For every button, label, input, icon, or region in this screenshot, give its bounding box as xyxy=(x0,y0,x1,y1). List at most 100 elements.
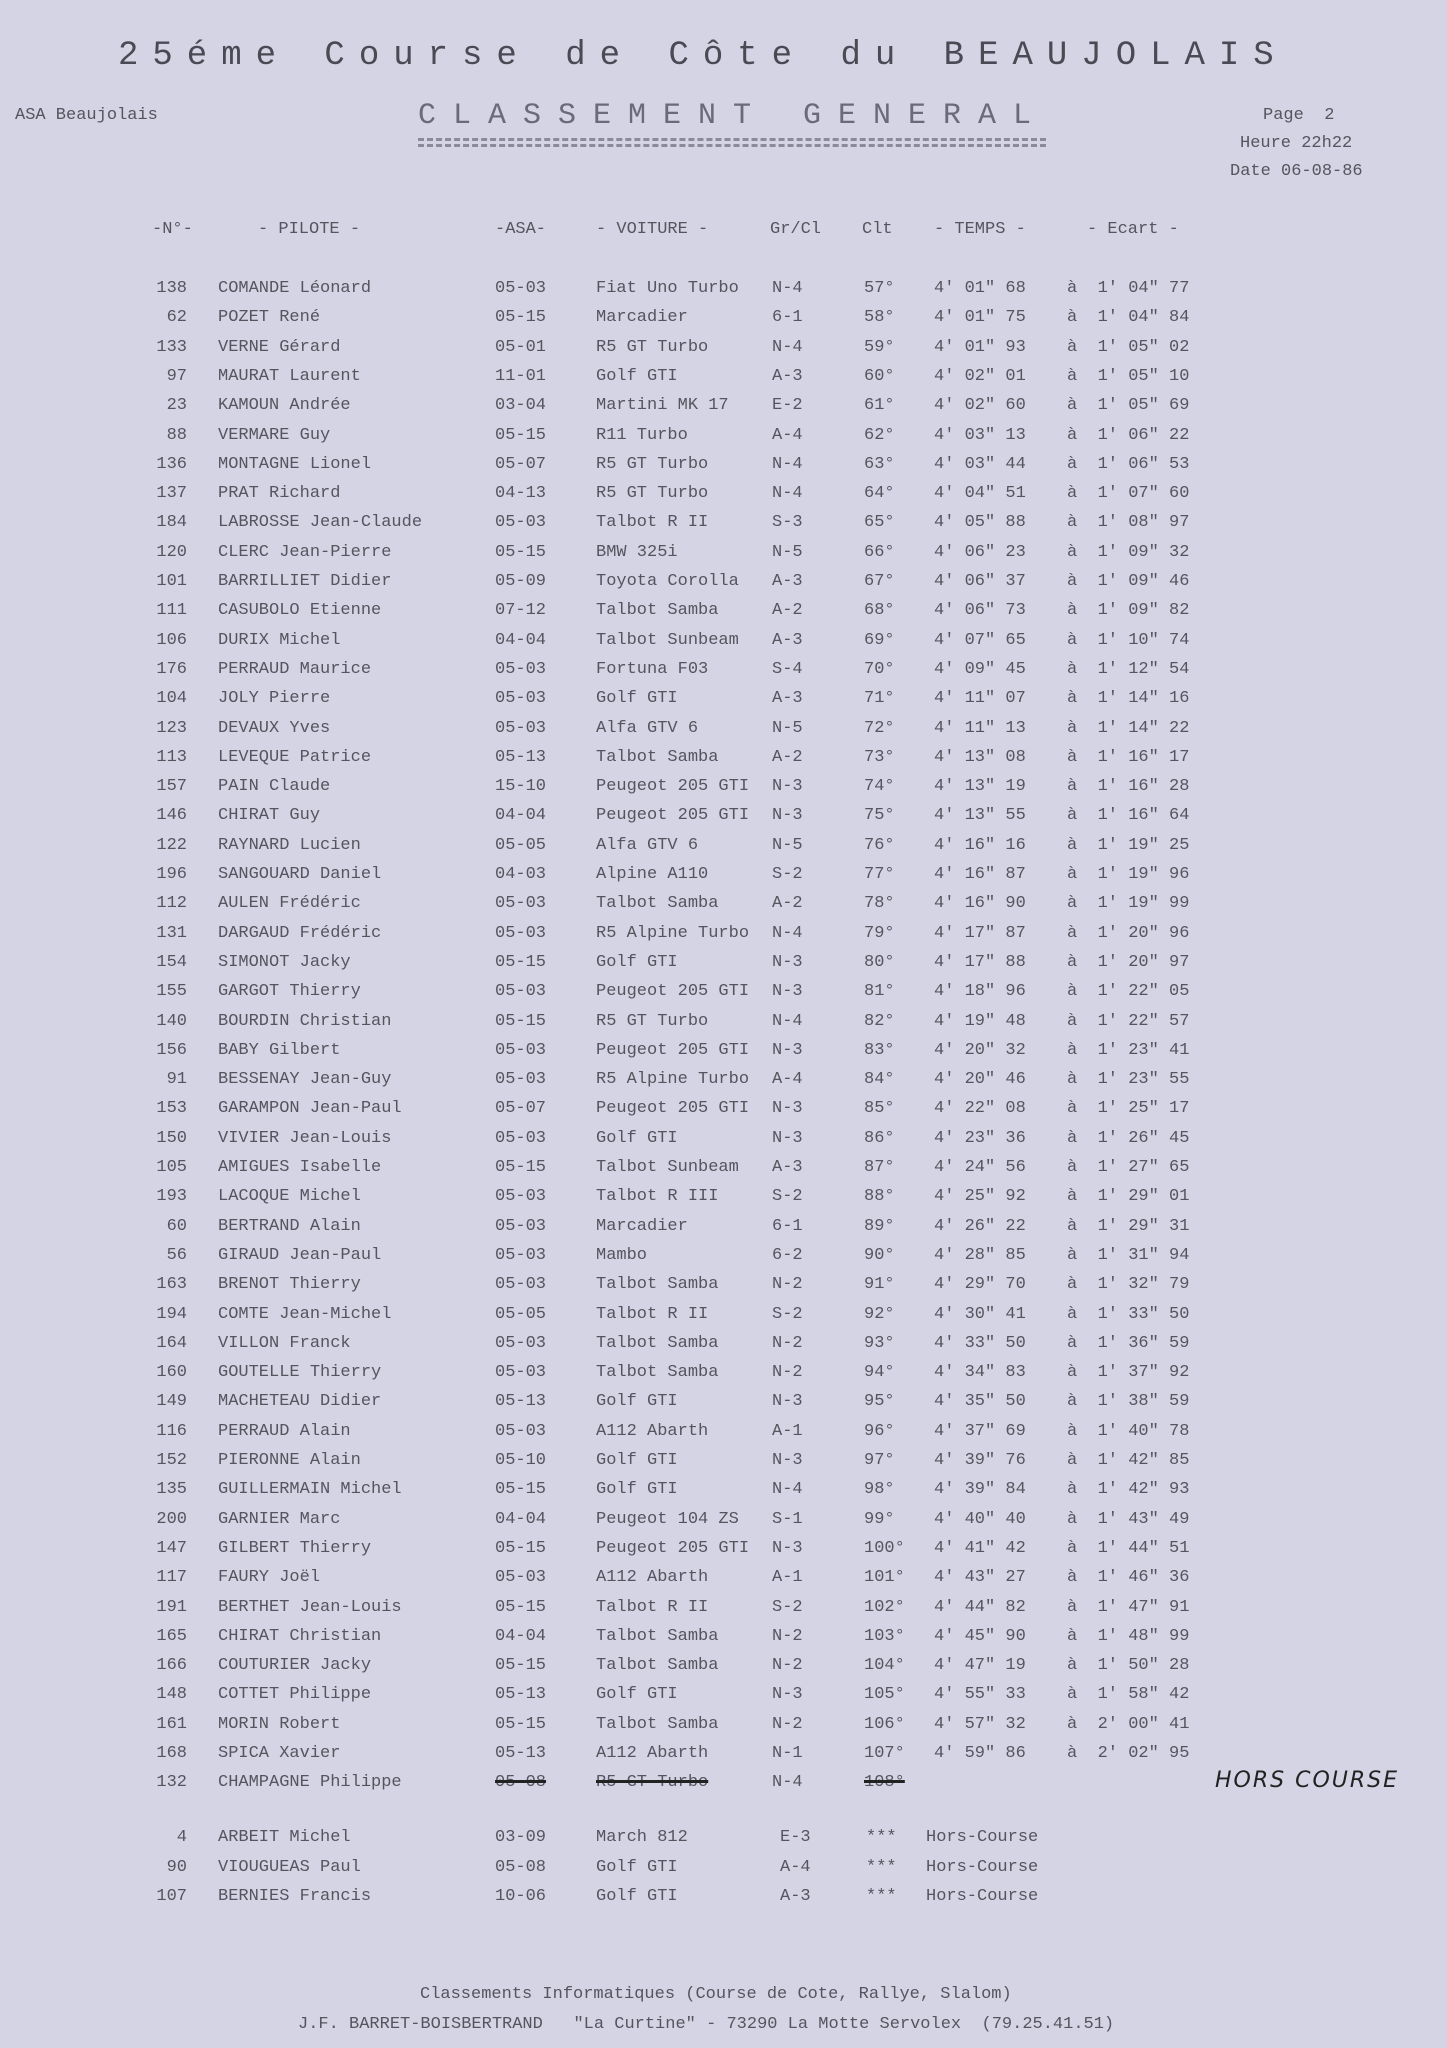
rank: 88° xyxy=(864,1187,895,1207)
group-class: S-4 xyxy=(772,659,803,679)
group-class: N-3 xyxy=(772,1538,803,1558)
rank: 63° xyxy=(864,454,895,474)
time: 4' 13" 55 xyxy=(934,806,1026,826)
number: 194 xyxy=(156,1304,187,1324)
time: 4' 11" 07 xyxy=(934,689,1026,709)
gap: à 2' 02" 95 xyxy=(1067,1744,1190,1763)
group-class: S-1 xyxy=(772,1509,803,1529)
driver: JOLY Pierre xyxy=(218,689,331,709)
number: 191 xyxy=(156,1597,187,1617)
asa: 05-03 xyxy=(495,1187,547,1207)
car: Alfa GTV 6 xyxy=(596,835,699,855)
number: 163 xyxy=(156,1275,187,1295)
car: Talbot Sunbeam xyxy=(596,630,739,650)
gap: à 1' 16" 17 xyxy=(1067,747,1190,767)
group-class: N-3 xyxy=(772,1451,803,1470)
time: 4' 01" 75 xyxy=(934,308,1026,328)
group-class: S-2 xyxy=(772,1304,803,1324)
gap: à 1' 04" 84 xyxy=(1067,308,1190,328)
gap: à 1' 19" 96 xyxy=(1067,865,1190,884)
rank: 58° xyxy=(864,308,895,328)
asa: 04-04 xyxy=(495,1626,547,1646)
gap: à 1' 16" 28 xyxy=(1067,777,1190,797)
car: Talbot Sunbeam xyxy=(596,1158,739,1177)
number: 106 xyxy=(156,630,187,650)
number: 112 xyxy=(156,894,187,914)
handwritten-note: HORS COURSE xyxy=(1215,1768,1400,1794)
asa: 05-03 xyxy=(495,1333,547,1353)
status: Hors-Course xyxy=(926,1828,1039,1847)
rank: 107° xyxy=(864,1744,905,1763)
time: 4' 23" 36 xyxy=(934,1128,1026,1148)
driver: ARBEIT Michel xyxy=(218,1828,351,1847)
time: 4' 34" 83 xyxy=(934,1363,1026,1383)
number: 97 xyxy=(166,366,187,386)
number: 140 xyxy=(156,1011,187,1031)
car: Golf GTI xyxy=(596,1451,678,1470)
group-class: N-3 xyxy=(772,1392,803,1412)
driver: MORIN Robert xyxy=(218,1714,341,1734)
group-class: N-3 xyxy=(772,982,803,1002)
driver: FAURY Joël xyxy=(218,1568,321,1588)
gap: à 1' 09" 82 xyxy=(1067,601,1190,621)
time: 4' 25" 92 xyxy=(934,1187,1026,1207)
page-number: Page 2 xyxy=(1263,106,1335,125)
driver: SIMONOT Jacky xyxy=(218,952,351,972)
driver: GARAMPON Jean-Paul xyxy=(218,1099,402,1119)
rank: 94° xyxy=(864,1363,895,1383)
time: 4' 33" 50 xyxy=(934,1333,1026,1353)
time: 4' 47" 19 xyxy=(934,1656,1026,1676)
car: A112 Abarth xyxy=(596,1744,709,1763)
asa: 05-05 xyxy=(495,1304,547,1324)
column-header: -N°- xyxy=(152,220,193,239)
number: 107 xyxy=(156,1887,187,1906)
rank: 62° xyxy=(864,425,895,445)
status: Hors-Course xyxy=(926,1887,1039,1906)
number: 105 xyxy=(156,1158,187,1177)
asa: 05-08 xyxy=(495,1858,547,1877)
number: 116 xyxy=(156,1421,187,1441)
car: BMW 325i xyxy=(596,542,678,562)
number: 152 xyxy=(156,1451,187,1470)
gap: à 1' 58" 42 xyxy=(1067,1685,1190,1705)
rank: 80° xyxy=(864,952,895,972)
column-header: - Ecart - xyxy=(1087,220,1179,239)
time: 4' 20" 46 xyxy=(934,1070,1026,1090)
subtitle: CLASSEMENT GENERAL xyxy=(418,99,1049,133)
asa: 03-04 xyxy=(495,396,547,416)
group-class: N-3 xyxy=(772,777,803,797)
car: R5 GT Turbo xyxy=(596,454,709,474)
gap: à 1' 20" 96 xyxy=(1067,923,1190,943)
car: Talbot Samba xyxy=(596,1363,719,1383)
rank: 74° xyxy=(864,777,895,797)
gap: à 1' 07" 60 xyxy=(1067,484,1190,504)
group-class: A-1 xyxy=(772,1568,803,1588)
rank: 106° xyxy=(864,1714,905,1734)
gap: à 1' 05" 02 xyxy=(1067,337,1190,357)
time: 4' 24" 56 xyxy=(934,1158,1026,1177)
gap: à 1' 37" 92 xyxy=(1067,1363,1190,1383)
column-header: -ASA- xyxy=(495,220,547,239)
time: 4' 39" 76 xyxy=(934,1451,1026,1470)
number: 117 xyxy=(156,1568,187,1588)
asa: 05-03 xyxy=(495,513,547,533)
number: 168 xyxy=(156,1744,187,1763)
rank: 82° xyxy=(864,1011,895,1031)
car: Fortuna F03 xyxy=(596,659,709,679)
rank: 93° xyxy=(864,1333,895,1353)
group-class: A-2 xyxy=(772,747,803,767)
gap: à 1' 14" 22 xyxy=(1067,718,1190,738)
car: Toyota Corolla xyxy=(596,572,739,591)
asa: 05-03 xyxy=(495,894,547,914)
asa: 05-05 xyxy=(495,835,547,855)
time: 4' 45" 90 xyxy=(934,1626,1026,1646)
group-class: N-2 xyxy=(772,1275,803,1295)
driver: BERNIES Francis xyxy=(218,1887,372,1906)
rank: 71° xyxy=(864,689,895,709)
time: 4' 02" 60 xyxy=(934,396,1026,416)
asa: 05-13 xyxy=(495,747,547,767)
asa: 05-07 xyxy=(495,1099,547,1119)
number: 154 xyxy=(156,952,187,972)
rank: 57° xyxy=(864,279,895,298)
